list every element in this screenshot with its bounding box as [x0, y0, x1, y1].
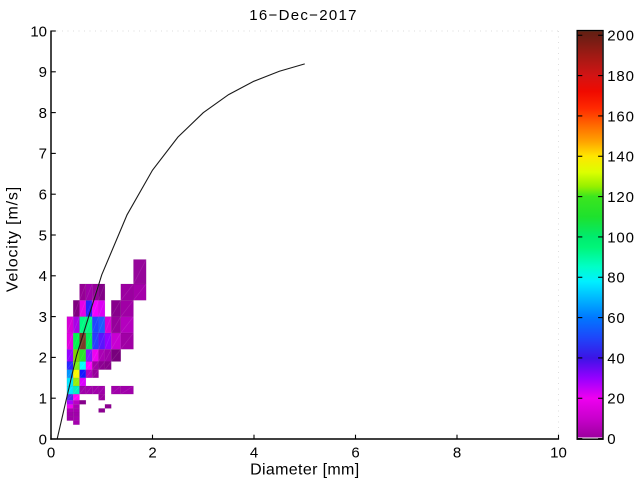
svg-text:4: 4: [250, 444, 258, 461]
svg-text:10: 10: [30, 23, 47, 40]
svg-text:9: 9: [39, 64, 47, 81]
svg-text:16−Dec−2017: 16−Dec−2017: [249, 7, 358, 24]
svg-text:8: 8: [39, 105, 47, 122]
svg-text:100: 100: [607, 229, 635, 246]
svg-text:40: 40: [607, 350, 625, 367]
svg-text:7: 7: [39, 146, 47, 163]
svg-text:1: 1: [39, 391, 47, 408]
svg-text:60: 60: [607, 310, 625, 327]
svg-text:120: 120: [607, 189, 635, 206]
svg-text:80: 80: [607, 270, 625, 287]
svg-text:Diameter [mm]: Diameter [mm]: [250, 462, 359, 479]
svg-text:0: 0: [607, 431, 616, 448]
svg-text:0: 0: [39, 431, 47, 448]
svg-text:Velocity [m/s]: Velocity [m/s]: [5, 186, 22, 292]
svg-text:2: 2: [148, 444, 156, 461]
svg-text:180: 180: [607, 68, 635, 85]
svg-text:0: 0: [47, 444, 55, 461]
svg-text:200: 200: [607, 28, 635, 45]
svg-text:3: 3: [39, 309, 47, 326]
svg-text:20: 20: [607, 391, 625, 408]
svg-text:10: 10: [550, 444, 567, 461]
svg-text:6: 6: [39, 187, 47, 204]
svg-text:2: 2: [39, 350, 47, 367]
svg-text:160: 160: [607, 108, 635, 125]
svg-text:4: 4: [39, 268, 47, 285]
svg-text:6: 6: [351, 444, 359, 461]
svg-text:5: 5: [39, 227, 47, 244]
svg-text:8: 8: [453, 444, 461, 461]
svg-text:140: 140: [607, 149, 635, 166]
